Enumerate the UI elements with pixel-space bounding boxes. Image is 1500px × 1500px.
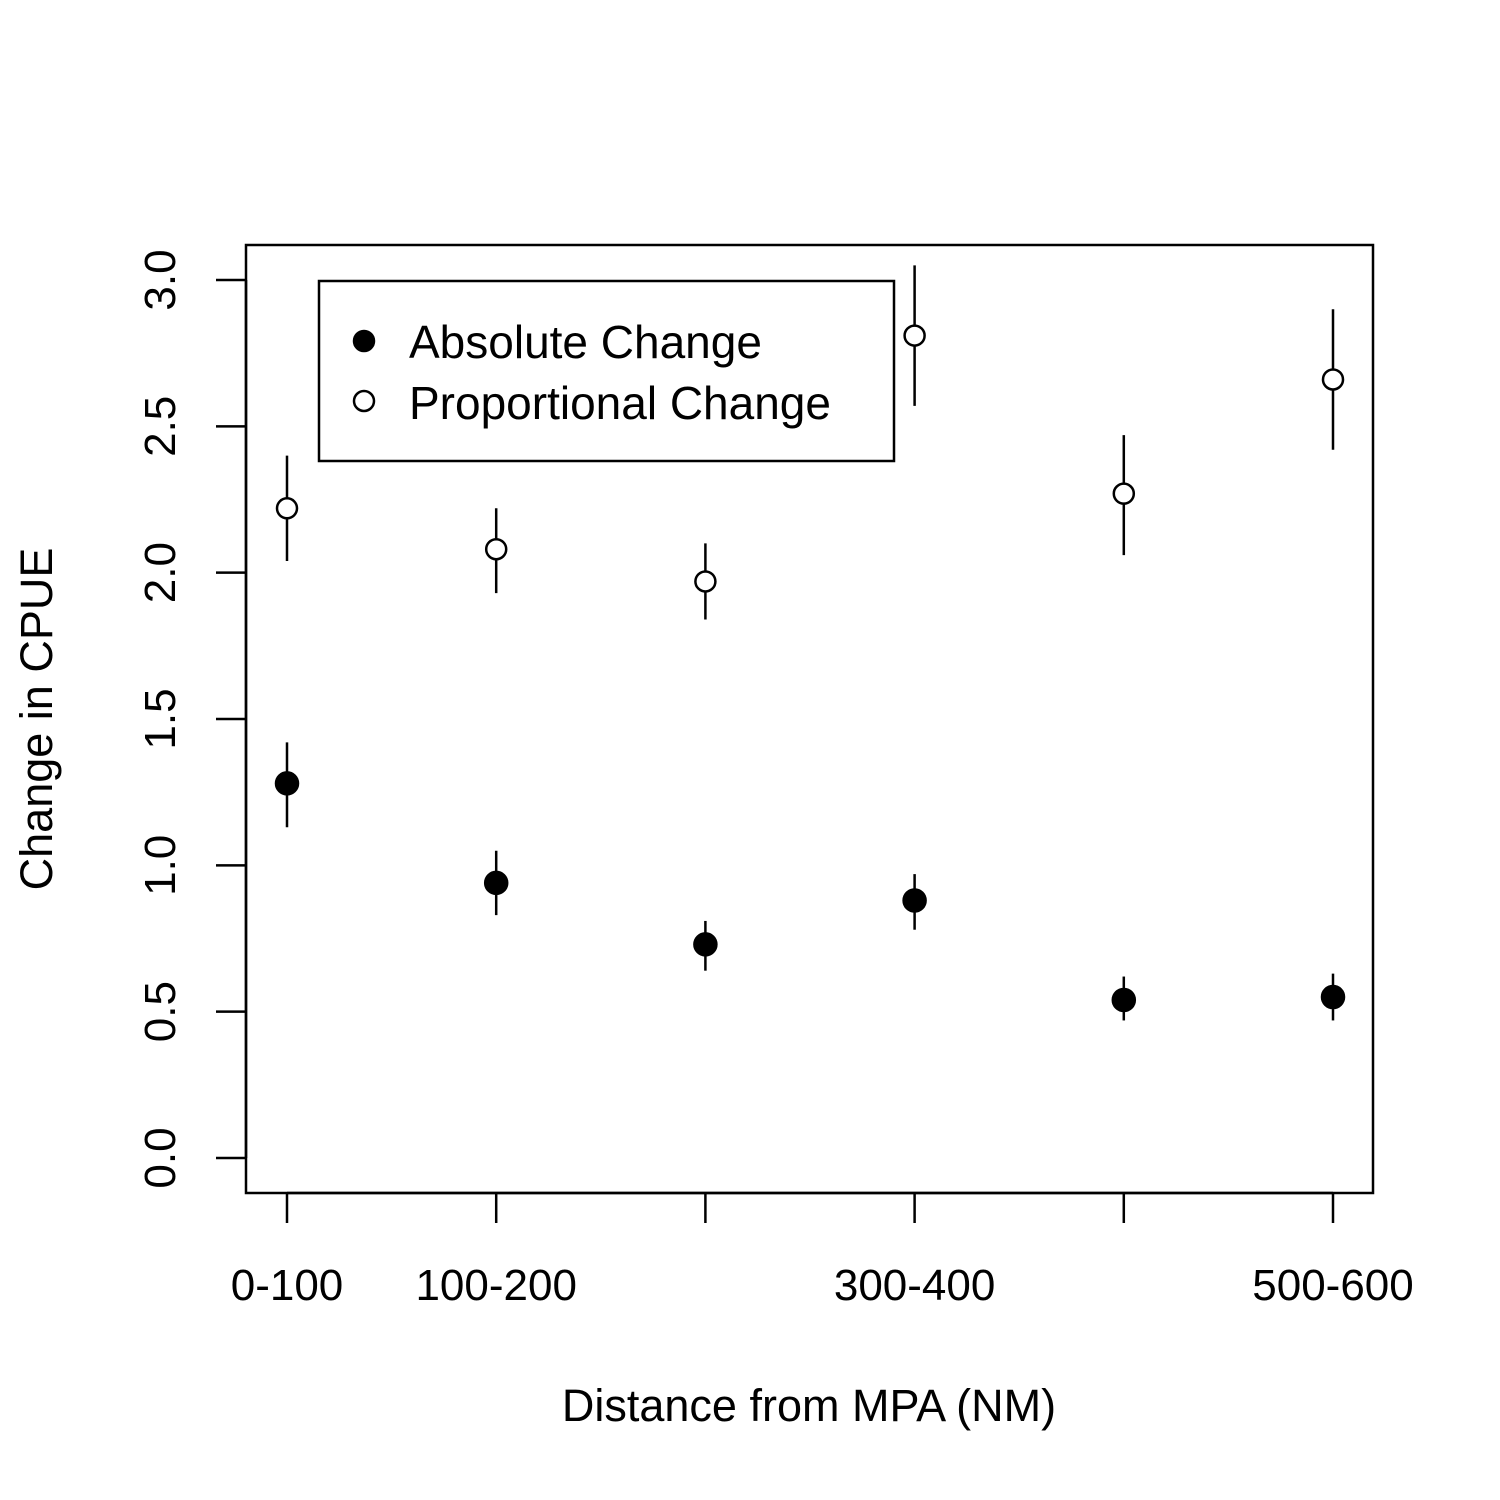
y-tick-label: 0.0 xyxy=(136,1127,185,1188)
data-point xyxy=(693,932,718,957)
data-point xyxy=(903,324,926,347)
data-point xyxy=(1111,987,1137,1013)
x-tick-label: 500-600 xyxy=(1252,1261,1413,1310)
y-axis: 0.0 0.5 1.0 1.5 2.0 2.5 3.0 xyxy=(136,249,248,1189)
y-tick-label: 2.5 xyxy=(136,396,185,457)
y-tick-label: 1.0 xyxy=(136,835,185,896)
y-tick-label: 2.0 xyxy=(136,542,185,603)
y-tick-label: 3.0 xyxy=(136,249,185,310)
data-point xyxy=(1112,482,1136,505)
legend-symbol-proportional xyxy=(352,389,376,413)
data-point xyxy=(275,497,299,520)
x-tick-label: 300-400 xyxy=(834,1261,995,1310)
y-tick-label: 0.5 xyxy=(136,981,185,1042)
series-absolute-change xyxy=(274,742,1346,1021)
data-point xyxy=(694,570,717,593)
data-point xyxy=(902,888,927,913)
series-proportional-change xyxy=(275,265,1345,620)
data-point xyxy=(483,870,509,896)
x-tick-label: 0-100 xyxy=(231,1261,344,1310)
data-point xyxy=(274,771,300,796)
x-axis: 0-100 100-200 300-400 500-600 xyxy=(231,1191,1414,1310)
legend-label-absolute: Absolute Change xyxy=(409,316,762,368)
data-point xyxy=(1321,368,1345,391)
legend-symbol-absolute xyxy=(352,329,376,353)
data-marks xyxy=(274,265,1346,1021)
x-axis-title: Distance from MPA (NM) xyxy=(562,1380,1056,1431)
data-point xyxy=(1320,984,1346,1010)
y-axis-title: Change in CPUE xyxy=(11,548,62,891)
y-tick-label: 1.5 xyxy=(136,688,185,749)
legend: Absolute Change Proportional Change xyxy=(317,279,896,463)
x-tick-label: 100-200 xyxy=(415,1261,576,1310)
legend-box xyxy=(317,279,896,463)
legend-label-proportional: Proportional Change xyxy=(409,377,831,429)
data-point xyxy=(484,537,508,561)
